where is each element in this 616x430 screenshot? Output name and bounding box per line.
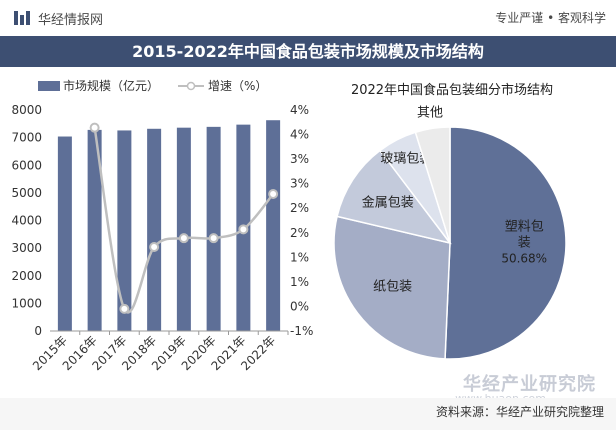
watermark-name: 华经产业研究院 — [463, 374, 596, 395]
right-axis-tick-label: 0% — [290, 299, 309, 313]
left-axis-tick-label: 2000 — [11, 269, 42, 283]
pie-slice-label: 玻璃包装 — [380, 151, 432, 166]
right-axis-tick-label: 4% — [290, 103, 309, 117]
bar — [87, 129, 102, 331]
growth-line — [89, 122, 279, 314]
page-title: 2015-2022年中国食品包装市场规模及市场结构 — [132, 42, 484, 61]
bar — [266, 120, 281, 331]
right-axis-tick-label: 4% — [290, 128, 309, 142]
growth-line-point — [119, 303, 130, 314]
pie-slice-label: 塑料包 — [505, 220, 544, 235]
left-axis-tick-label: 1000 — [11, 296, 42, 310]
tagline: 专业严谨 • 客观科学 — [495, 11, 606, 25]
legend-bar-label: 市场规模（亿元） — [63, 78, 159, 93]
right-axis-tick-label: 1% — [290, 275, 309, 289]
pie-chart-title: 2022年中国食品包装细分市场结构 — [351, 82, 553, 98]
right-axis-tick-label: -1% — [290, 324, 313, 338]
growth-line-point — [149, 242, 160, 253]
top-bar: 华经情报网 专业严谨 • 客观科学 — [0, 0, 616, 36]
growth-line-point — [238, 224, 249, 235]
legend-bar-swatch — [38, 81, 60, 91]
pie-slice — [336, 149, 452, 245]
left-axis-tick-label: 3000 — [11, 241, 42, 255]
title-band: 2015-2022年中国食品包装市场规模及市场结构 — [0, 36, 616, 67]
bar-chart-legend: 市场规模（亿元） 增速（%） — [38, 78, 267, 93]
pie-slice — [444, 126, 567, 360]
source-note: 资料来源：华经产业研究院整理 — [435, 405, 604, 419]
growth-line-point — [208, 233, 219, 244]
right-axis-tick-label: 3% — [290, 177, 309, 191]
bar — [206, 126, 221, 331]
growth-line-point — [268, 188, 279, 199]
legend-line-marker — [186, 81, 196, 91]
left-axis-tick-label: 8000 — [11, 103, 42, 117]
legend-line-label: 增速（%） — [208, 79, 267, 93]
pie-slice — [333, 215, 451, 360]
growth-line-point — [178, 233, 189, 244]
pie-slice-value-label: 50.68% — [501, 252, 547, 266]
growth-line-point — [89, 122, 100, 133]
pie-slice-label: 其他 — [417, 105, 443, 120]
pie-slice-label: 纸包装 — [373, 279, 412, 294]
brand-name: 华经情报网 — [38, 13, 104, 28]
pie-slice-label: 金属包装 — [362, 195, 414, 211]
left-axis-tick-label: 7000 — [11, 131, 42, 145]
bar — [147, 128, 162, 331]
right-axis-tick-label: 1% — [290, 250, 309, 264]
left-axis-tick-label: 4000 — [11, 214, 42, 228]
right-axis-tick-label: 2% — [290, 226, 309, 240]
right-axis-tick-label: 2% — [290, 201, 309, 215]
chart-canvas: 市场规模（亿元） 增速（%） 0 1000 2000 3000 4000 5000 6000… — [11, 78, 567, 373]
bar — [57, 136, 72, 331]
bar — [117, 130, 132, 331]
pie-slice-label: 装 — [518, 236, 531, 251]
left-axis-tick-label: 5000 — [11, 186, 42, 200]
footer-bar — [0, 398, 616, 430]
right-axis-tick-label: 3% — [290, 152, 309, 166]
left-axis-tick-label: 6000 — [11, 158, 42, 172]
bar — [176, 127, 191, 332]
left-axis-tick-label: 0 — [34, 324, 42, 338]
pie-slice — [414, 126, 451, 244]
logo-icon — [14, 11, 30, 25]
